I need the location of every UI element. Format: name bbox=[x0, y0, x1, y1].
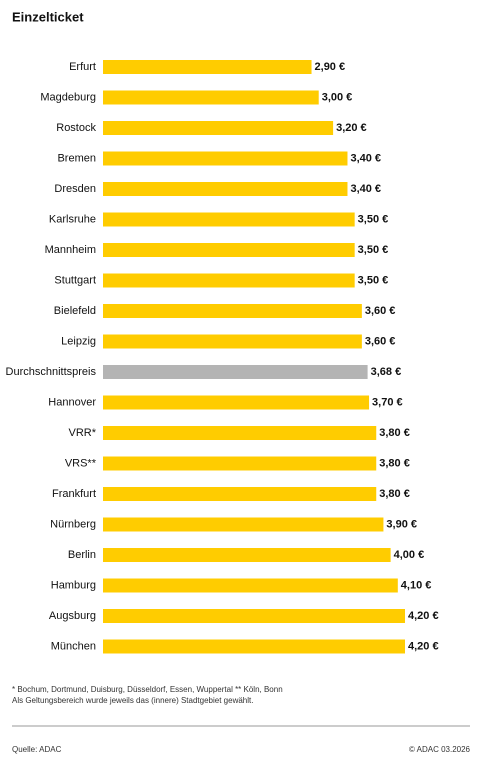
footnote: Als Geltungsbereich wurde jeweils das (i… bbox=[12, 696, 253, 705]
bar bbox=[103, 151, 348, 166]
value-label: 3,50 € bbox=[358, 244, 389, 256]
value-label: 4,10 € bbox=[401, 579, 432, 591]
copyright: © ADAC 03.2026 bbox=[409, 745, 471, 754]
category-label: Leipzig bbox=[61, 335, 96, 347]
bar bbox=[103, 517, 384, 532]
bar bbox=[103, 121, 334, 135]
value-label: 3,50 € bbox=[358, 274, 389, 286]
category-label: München bbox=[51, 640, 96, 652]
category-label: Frankfurt bbox=[52, 488, 96, 500]
bar bbox=[103, 212, 355, 227]
value-label: 3,80 € bbox=[379, 488, 410, 500]
bar bbox=[103, 395, 370, 410]
category-label: Durchschnittspreis bbox=[6, 366, 97, 378]
value-label: 3,40 € bbox=[350, 152, 381, 164]
category-label: Karlsruhe bbox=[49, 213, 96, 225]
bar bbox=[103, 487, 377, 501]
bar bbox=[103, 639, 405, 654]
value-label: 3,60 € bbox=[365, 335, 396, 347]
category-label: Hannover bbox=[48, 396, 96, 408]
bar bbox=[103, 578, 398, 593]
category-label: Bielefeld bbox=[54, 305, 96, 317]
category-label: Magdeburg bbox=[40, 91, 96, 103]
source: Quelle: ADAC bbox=[12, 745, 62, 754]
category-label: Nürnberg bbox=[50, 518, 96, 530]
category-label: Rostock bbox=[56, 122, 96, 134]
value-label: 4,20 € bbox=[408, 610, 439, 622]
bar bbox=[103, 334, 362, 349]
value-label: 3,40 € bbox=[350, 183, 381, 195]
value-label: 3,00 € bbox=[322, 91, 353, 103]
category-label: Mannheim bbox=[45, 244, 96, 256]
bar bbox=[103, 304, 362, 318]
bar bbox=[103, 182, 348, 196]
bar bbox=[103, 609, 405, 623]
bar bbox=[103, 548, 391, 562]
bar bbox=[103, 90, 319, 105]
category-label: Berlin bbox=[68, 549, 96, 561]
category-label: Hamburg bbox=[51, 579, 96, 591]
bar bbox=[103, 273, 355, 288]
category-label: VRS** bbox=[65, 457, 97, 469]
value-label: 3,50 € bbox=[358, 213, 389, 225]
value-label: 3,90 € bbox=[386, 518, 417, 530]
category-label: Bremen bbox=[57, 152, 96, 164]
bar bbox=[103, 426, 377, 440]
value-label: 3,20 € bbox=[336, 122, 367, 134]
value-label: 3,68 € bbox=[371, 366, 402, 378]
value-label: 3,60 € bbox=[365, 305, 396, 317]
value-label: 2,90 € bbox=[315, 61, 346, 73]
category-label: Stuttgart bbox=[54, 274, 96, 286]
value-label: 4,00 € bbox=[394, 549, 425, 561]
bar bbox=[103, 365, 368, 379]
category-label: Augsburg bbox=[49, 610, 96, 622]
value-label: 3,80 € bbox=[379, 457, 410, 469]
category-label: Erfurt bbox=[69, 61, 96, 73]
category-label: Dresden bbox=[54, 183, 96, 195]
value-label: 4,20 € bbox=[408, 640, 439, 652]
chart-title: Einzelticket bbox=[12, 9, 84, 24]
value-label: 3,70 € bbox=[372, 396, 403, 408]
value-label: 3,80 € bbox=[379, 427, 410, 439]
bar bbox=[103, 456, 377, 471]
bar bbox=[103, 60, 312, 74]
footnote: * Bochum, Dortmund, Duisburg, Düsseldorf… bbox=[12, 685, 283, 694]
category-label: VRR* bbox=[68, 427, 96, 439]
bar bbox=[103, 243, 355, 257]
